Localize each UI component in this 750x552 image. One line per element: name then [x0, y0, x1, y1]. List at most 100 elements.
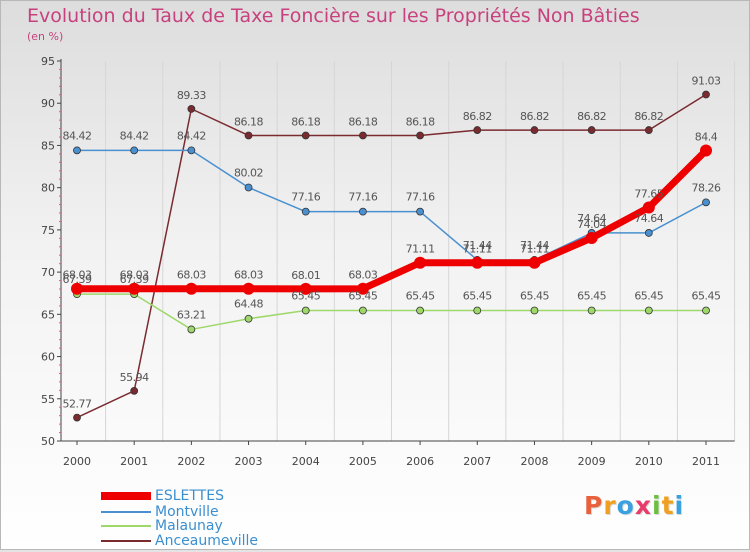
data-point — [359, 306, 367, 315]
x-tick-label: 2001 — [120, 455, 148, 468]
logo-letter: i — [674, 491, 685, 520]
data-label: 74.64 — [634, 212, 663, 225]
data-point — [530, 126, 539, 134]
data-point — [702, 198, 710, 207]
legend-swatch-malaunay — [101, 525, 151, 527]
data-point — [414, 256, 427, 269]
data-label: 67.39 — [120, 273, 149, 286]
data-point — [130, 386, 139, 395]
logo-letter: x — [634, 491, 652, 520]
data-label: 65.45 — [692, 290, 721, 303]
legend-swatch-montville — [101, 511, 151, 513]
data-label: 71.44 — [463, 239, 492, 252]
data-label: 74.04 — [577, 218, 606, 231]
logo-letter: r — [603, 491, 617, 520]
data-point — [644, 306, 653, 315]
legend-swatch-anceaumeville — [101, 540, 151, 542]
y-tick-label: 50 — [41, 435, 55, 448]
data-label: 55.94 — [120, 371, 149, 384]
data-label: 78.26 — [692, 181, 721, 194]
x-tick-label: 2006 — [406, 455, 434, 468]
x-tick-label: 2002 — [177, 455, 205, 468]
data-label: 84.4 — [695, 131, 718, 144]
data-point — [702, 90, 710, 99]
data-point — [301, 306, 310, 315]
data-point — [530, 306, 539, 315]
data-label: 71.11 — [463, 243, 492, 256]
data-label: 84.42 — [177, 129, 206, 142]
x-tick-label: 2003 — [235, 455, 263, 468]
data-label: 77.16 — [348, 191, 377, 204]
legend-swatch-eslettes — [101, 492, 151, 500]
data-label: 86.82 — [463, 110, 492, 123]
data-label: 74.64 — [577, 212, 606, 225]
data-label: 65.45 — [634, 290, 663, 303]
y-tick-label: 80 — [41, 182, 55, 195]
series-line-malaunay — [77, 293, 706, 331]
logo-letter: i — [652, 491, 662, 520]
data-label: 77.16 — [406, 191, 435, 204]
data-point — [73, 413, 81, 422]
data-point — [299, 282, 312, 295]
y-tick-label: 75 — [41, 224, 55, 237]
data-point — [587, 306, 596, 315]
x-tick-label: 2005 — [349, 455, 377, 468]
y-tick-label: 95 — [41, 55, 55, 68]
y-tick-label: 55 — [41, 393, 55, 406]
data-label: 68.03 — [63, 269, 92, 282]
data-label: 86.82 — [634, 110, 663, 123]
series-line-anceaumeville — [76, 93, 707, 419]
data-point — [187, 104, 196, 113]
data-point — [301, 131, 310, 140]
y-tick-label: 90 — [41, 97, 55, 110]
data-label: 67.39 — [63, 273, 92, 286]
data-point — [187, 146, 196, 155]
logo-letter: t — [661, 491, 675, 520]
data-point — [244, 314, 253, 323]
data-label: 86.82 — [520, 110, 549, 123]
data-point — [130, 146, 139, 155]
x-tick-label: 2009 — [578, 455, 606, 468]
data-label: 71.11 — [406, 243, 435, 256]
data-label: 65.45 — [463, 290, 492, 303]
data-label: 84.42 — [120, 129, 149, 142]
data-point — [356, 282, 369, 295]
data-point — [587, 126, 596, 134]
data-point — [416, 207, 424, 216]
data-point — [642, 201, 655, 214]
data-label: 68.03 — [120, 269, 149, 282]
data-label: 89.33 — [177, 89, 206, 102]
data-point — [416, 131, 424, 140]
data-label: 68.03 — [348, 269, 377, 282]
y-tick-label: 65 — [41, 308, 55, 321]
data-label: 86.18 — [234, 115, 263, 128]
data-label: 65.45 — [520, 290, 549, 303]
data-label: 65.45 — [348, 290, 377, 303]
legend-label: Malaunay — [155, 518, 223, 534]
chart-title: Evolution du Taux de Taxe Foncière sur l… — [27, 5, 640, 27]
data-label: 65.45 — [577, 290, 606, 303]
x-tick-label: 2008 — [520, 455, 548, 468]
x-tick-label: 2007 — [463, 455, 491, 468]
chart-subtitle: (en %) — [27, 30, 64, 43]
data-label: 77.16 — [291, 191, 320, 204]
data-point — [471, 256, 484, 269]
data-point — [187, 325, 196, 334]
data-label: 68.03 — [177, 269, 206, 282]
y-tick-label: 60 — [41, 351, 55, 364]
x-tick-label: 2010 — [635, 455, 663, 468]
legend-label: Anceaumeville — [155, 533, 259, 549]
data-point — [244, 183, 253, 192]
y-tick-label: 70 — [41, 266, 55, 279]
data-label: 86.82 — [577, 110, 606, 123]
data-point — [702, 306, 710, 315]
data-label: 63.21 — [177, 308, 206, 321]
data-point — [473, 126, 482, 134]
data-label: 86.18 — [406, 115, 435, 128]
data-point — [473, 306, 482, 315]
x-tick-label: 2004 — [292, 455, 320, 468]
data-label: 80.02 — [234, 166, 263, 179]
data-label: 52.77 — [63, 398, 92, 411]
data-point — [71, 282, 83, 295]
